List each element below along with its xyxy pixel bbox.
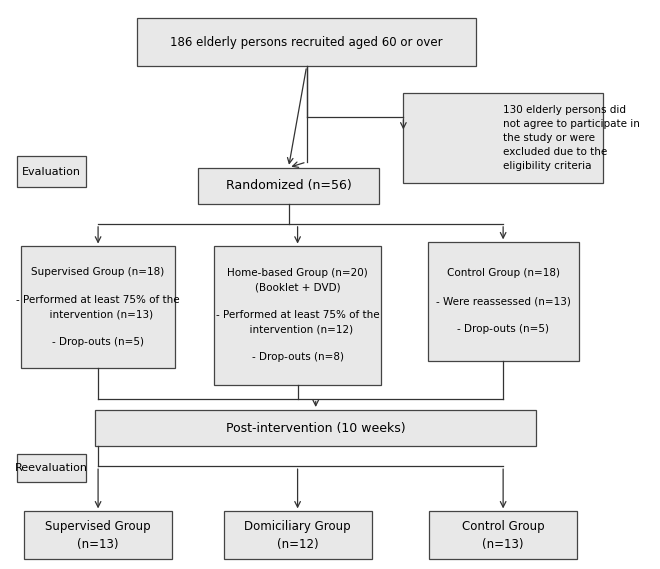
Text: Supervised Group (n=18)

- Performed at least 75% of the
  intervention (n=13)

: Supervised Group (n=18) - Performed at l… [16, 267, 180, 347]
FancyBboxPatch shape [214, 246, 381, 385]
Text: Post-intervention (10 weeks): Post-intervention (10 weeks) [226, 422, 405, 435]
Text: 130 elderly persons did
not agree to participate in
the study or were
excluded d: 130 elderly persons did not agree to par… [503, 105, 640, 171]
FancyBboxPatch shape [137, 18, 476, 66]
Text: Reevaluation: Reevaluation [15, 463, 88, 473]
Text: Control Group (n=18)

- Were reassessed (n=13)

- Drop-outs (n=5): Control Group (n=18) - Were reassessed (… [436, 269, 571, 335]
Text: Evaluation: Evaluation [22, 167, 81, 177]
Text: Control Group
(n=13): Control Group (n=13) [462, 519, 544, 551]
FancyBboxPatch shape [224, 512, 372, 559]
Text: Supervised Group
(n=13): Supervised Group (n=13) [46, 519, 151, 551]
FancyBboxPatch shape [429, 512, 578, 559]
FancyBboxPatch shape [403, 93, 603, 183]
FancyBboxPatch shape [428, 242, 579, 361]
Text: Randomized (n=56): Randomized (n=56) [226, 179, 351, 192]
FancyBboxPatch shape [198, 168, 380, 204]
FancyBboxPatch shape [16, 156, 86, 187]
FancyBboxPatch shape [95, 410, 537, 447]
Text: Domiciliary Group
(n=12): Domiciliary Group (n=12) [244, 519, 351, 551]
FancyBboxPatch shape [24, 512, 172, 559]
FancyBboxPatch shape [16, 453, 86, 482]
Text: 186 elderly persons recruited aged 60 or over: 186 elderly persons recruited aged 60 or… [170, 36, 443, 49]
FancyBboxPatch shape [21, 246, 175, 368]
Text: Home-based Group (n=20)
(Booklet + DVD)

- Performed at least 75% of the
  inter: Home-based Group (n=20) (Booklet + DVD) … [216, 269, 380, 362]
